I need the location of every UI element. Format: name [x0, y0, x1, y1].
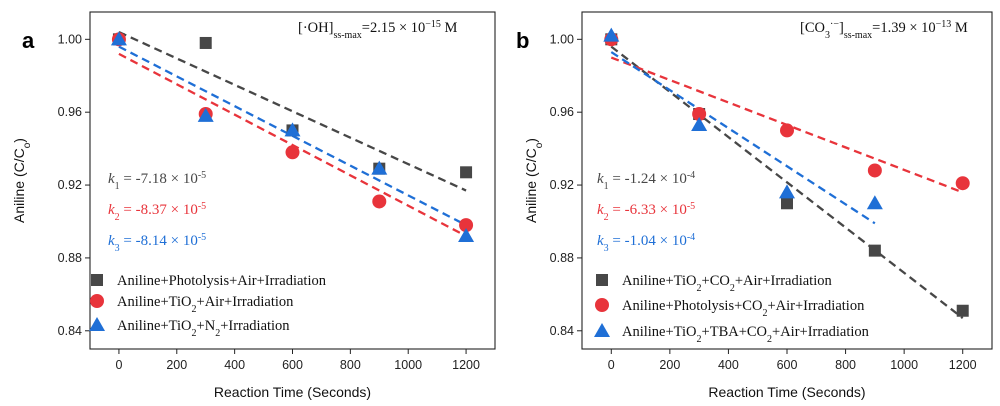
y-tick-label: 0.84: [550, 324, 574, 338]
y-tick-label: 1.00: [58, 32, 82, 46]
y-tick-label: 0.92: [58, 178, 82, 192]
data-point-triangle: [197, 107, 214, 122]
data-point-circle: [780, 123, 794, 138]
x-axis-label: Reaction Time (Seconds): [708, 384, 865, 400]
x-tick-label: 400: [718, 358, 739, 372]
data-point-circle: [372, 194, 387, 209]
x-tick-label: 1200: [949, 358, 977, 372]
data-point-square: [868, 244, 881, 257]
legend-entry: Aniline+TiO2+Air+Irradiation: [117, 294, 294, 315]
rate-constant-label: k1 = -1.24 × 10-4: [597, 170, 695, 192]
legend-marker-square: [596, 274, 608, 286]
x-tick-label: 600: [777, 358, 798, 372]
x-tick-label: 1200: [452, 358, 480, 372]
y-axis-label: Aniline (C/Co): [11, 138, 33, 223]
fit-line-triangle: [610, 51, 876, 225]
x-tick-label: 200: [166, 358, 187, 372]
legend-marker-triangle: [594, 323, 610, 337]
rate-constant-label: k3 = -8.14 × 10-5: [108, 232, 206, 254]
data-point-square: [781, 197, 793, 210]
legend-entry: Aniline+Photolysis+Air+Irradiation: [117, 273, 327, 289]
y-tick-label: 0.96: [58, 105, 82, 119]
y-tick-label: 0.96: [550, 105, 574, 119]
y-tick-label: 0.92: [550, 178, 574, 192]
y-axis-label: Aniline (C/Co): [523, 138, 545, 223]
data-point-circle: [285, 145, 300, 160]
panel-label: b: [516, 28, 529, 53]
y-tick-label: 0.88: [550, 251, 574, 265]
x-tick-label: 1000: [890, 358, 918, 372]
steady-state-annotation: [CO3·−]ss-max=1.39 × 10−13 M: [800, 19, 968, 41]
data-point-circle: [692, 107, 707, 122]
fit-line-square: [118, 30, 467, 192]
data-point-square: [956, 304, 969, 317]
x-axis-label: Reaction Time (Seconds): [214, 384, 371, 400]
rate-constant-label: k3 = -1.04 × 10-4: [597, 232, 695, 254]
data-point-circle: [955, 176, 970, 191]
data-point-triangle: [284, 122, 301, 137]
rate-constant-label: k2 = -8.37 × 10-5: [108, 201, 206, 223]
steady-state-annotation: [·OH]ss-max=2.15 × 10−15 M: [298, 19, 458, 41]
panel-label: a: [22, 28, 35, 53]
legend-entry: Aniline+Photolysis+CO2+Air+Irradiation: [622, 298, 865, 319]
x-tick-label: 200: [659, 358, 680, 372]
x-tick-label: 1000: [394, 358, 422, 372]
legend-marker-circle: [595, 298, 609, 312]
fit-line-square: [610, 45, 964, 319]
legend-entry: Aniline+TiO2+N2+Irradiation: [117, 318, 290, 339]
data-point-triangle: [603, 27, 620, 42]
fit-line-circle: [118, 52, 467, 238]
legend-marker-circle: [90, 294, 104, 308]
x-tick-label: 0: [608, 358, 615, 372]
x-tick-label: 800: [340, 358, 361, 372]
y-tick-label: 0.88: [58, 251, 82, 265]
rate-constant-label: k2 = -6.33 × 10-5: [597, 201, 695, 223]
x-tick-label: 600: [282, 358, 303, 372]
data-point-triangle: [371, 160, 388, 175]
y-tick-label: 0.84: [58, 324, 82, 338]
data-point-circle: [867, 163, 882, 178]
x-tick-label: 0: [115, 358, 122, 372]
y-tick-label: 1.00: [550, 32, 574, 46]
legend-entry: Aniline+TiO2+TBA+CO2+Air+Irradiation: [622, 324, 870, 345]
data-point-square: [199, 36, 212, 49]
legend-entry: Aniline+TiO2+CO2+Air+Irradiation: [622, 273, 832, 294]
data-point-circle: [459, 218, 474, 233]
data-point-triangle: [866, 195, 883, 210]
data-point-triangle: [691, 116, 708, 131]
data-point-triangle: [779, 184, 795, 199]
x-tick-label: 800: [835, 358, 856, 372]
x-tick-label: 400: [224, 358, 245, 372]
panel-b: 0 200 400 600 800 1000 1200 0.84 0.88 0.92 0.96 1.0…: [516, 11, 993, 400]
data-point-triangle: [110, 31, 127, 46]
data-point-square: [460, 166, 473, 179]
rate-constant-label: k1 = -7.18 × 10-5: [108, 170, 206, 192]
legend-marker-square: [91, 274, 103, 286]
data-point-triangle: [458, 228, 475, 243]
legend-marker-triangle: [89, 317, 105, 331]
panel-a: 0 200 400 600 800 1000 1200 0.84 0.88 0.92 0.96 1.0…: [11, 11, 496, 400]
